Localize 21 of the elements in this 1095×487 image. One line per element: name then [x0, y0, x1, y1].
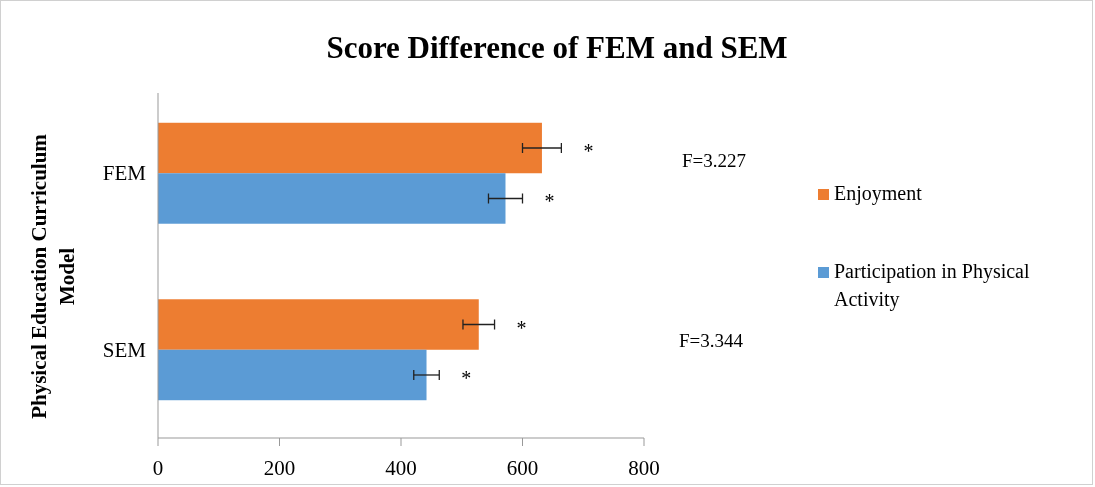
legend-label: Participation in Physical Activity — [834, 260, 1030, 311]
annotation: * — [461, 366, 472, 389]
text: F=3.344 — [678, 329, 744, 351]
annotation: * — [544, 190, 555, 213]
y-tick-label: FEM — [102, 161, 147, 186]
text: F=3.227 — [681, 150, 747, 172]
legend-label: Enjoyment — [834, 182, 923, 205]
x-tick-label: 600 — [506, 456, 539, 480]
x-tick-label: 400 — [385, 456, 417, 480]
bar — [158, 299, 479, 350]
x-tick-label: 200 — [263, 456, 296, 480]
annotation: * — [583, 140, 594, 163]
x-tick-label: 0 — [152, 456, 164, 480]
chart-title: Score Difference of FEM and SEM — [326, 30, 788, 65]
annotation: * — [516, 316, 527, 339]
bar — [158, 122, 542, 174]
y-axis-title: Physical Education Curriculum Model — [27, 133, 79, 419]
bar — [158, 173, 506, 224]
bar — [158, 349, 427, 401]
x-tick-label: 800 — [628, 456, 660, 480]
y-tick-label: SEM — [102, 337, 147, 362]
